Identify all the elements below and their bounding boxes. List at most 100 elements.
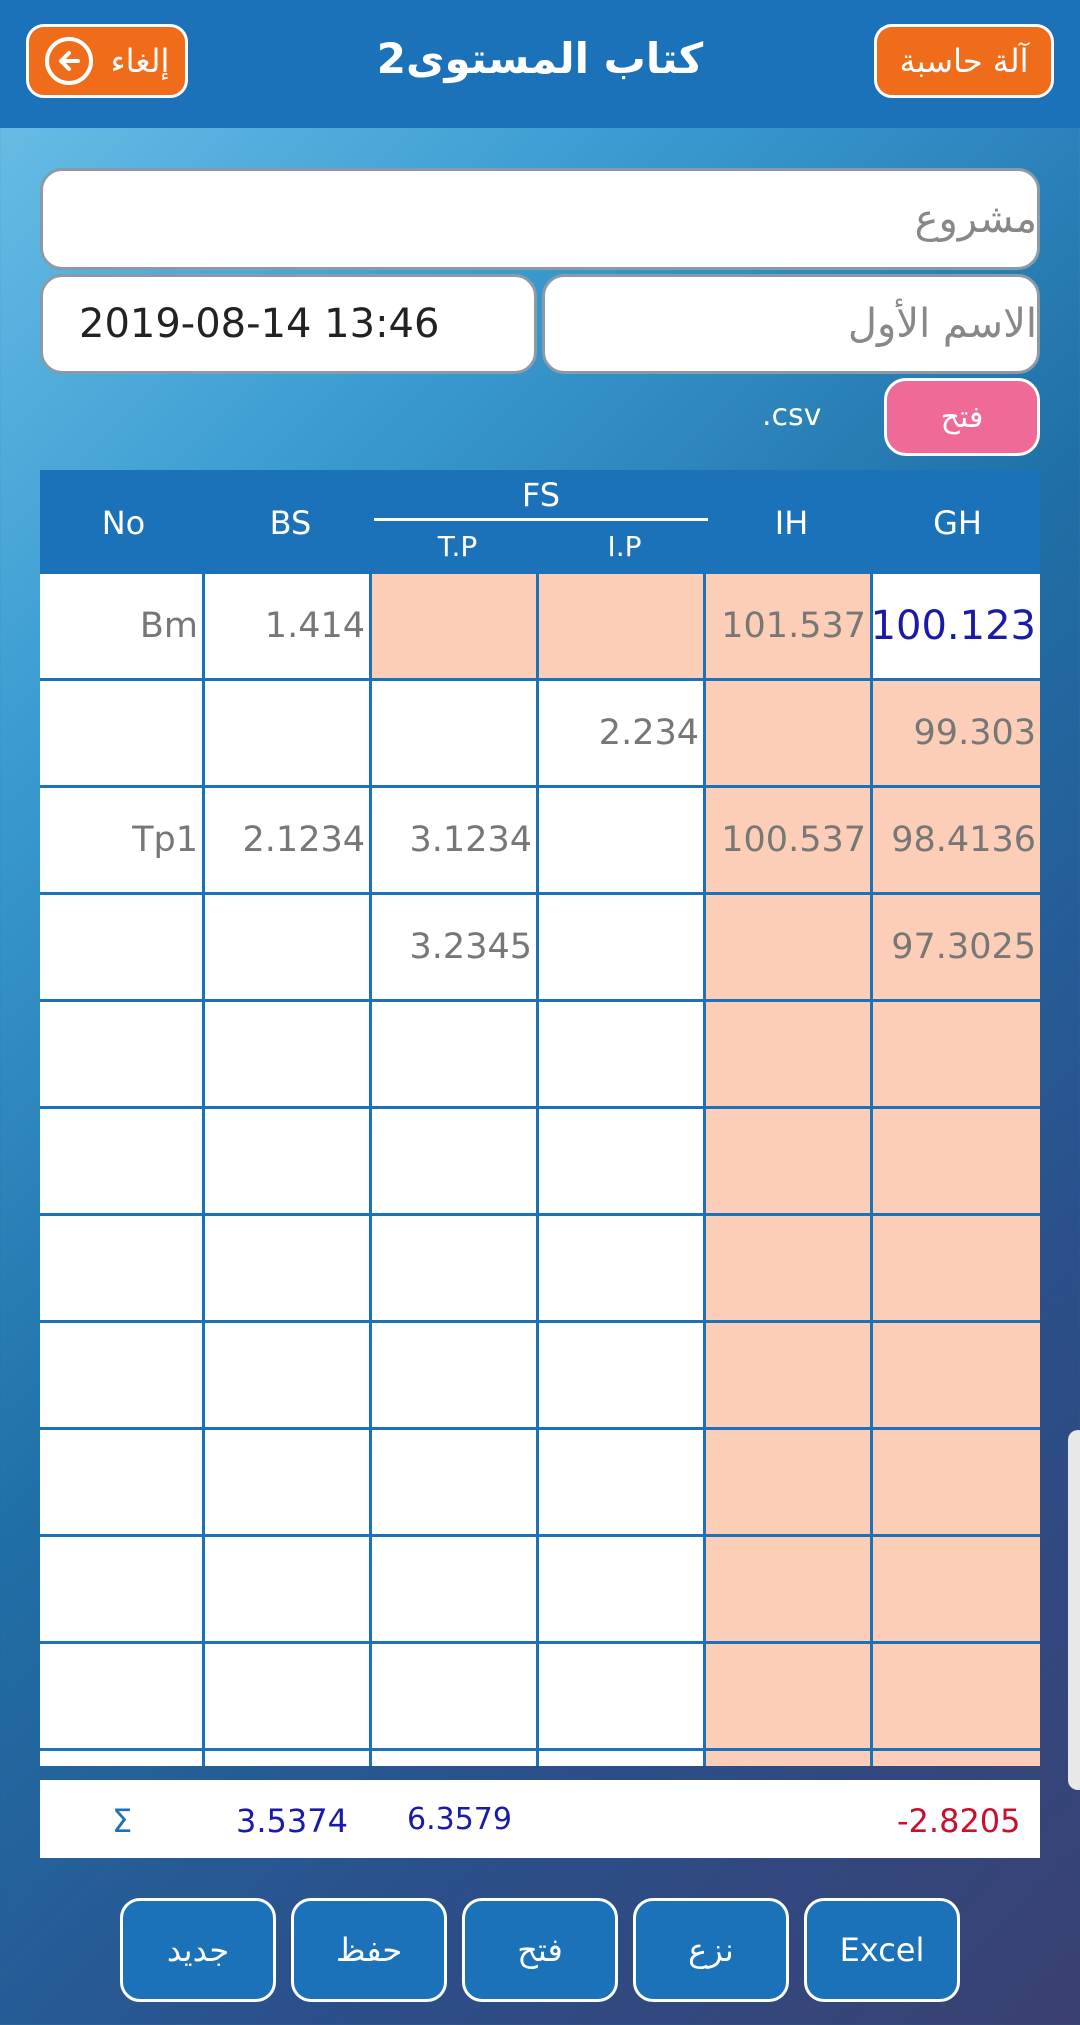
table-row: 3.2345 97.3025: [40, 895, 1040, 1002]
sigma-symbol: Σ: [112, 1802, 133, 1840]
cancel-label: إلغاء: [110, 42, 170, 80]
cell-ih[interactable]: [706, 1751, 873, 1766]
cell-tp[interactable]: 3.1234: [372, 788, 539, 895]
cell-ip[interactable]: [539, 574, 706, 681]
fs-divider: [374, 518, 708, 521]
table-header: No BS FS T.P I.P IH GH: [40, 470, 1040, 574]
cell-ip[interactable]: 2.234: [539, 681, 706, 788]
header-gh: GH: [933, 504, 982, 542]
cell-gh[interactable]: [873, 1430, 1040, 1537]
cell-tp[interactable]: [372, 1751, 539, 1766]
cell-bs[interactable]: [205, 1430, 372, 1537]
cell-tp[interactable]: [372, 1109, 539, 1216]
cell-ih[interactable]: [706, 1430, 873, 1537]
cell-bs[interactable]: [205, 1537, 372, 1644]
cell-bs[interactable]: 1.414: [205, 574, 372, 681]
cell-no[interactable]: [40, 1109, 205, 1216]
cell-ih[interactable]: [706, 1109, 873, 1216]
cell-ip[interactable]: [539, 1002, 706, 1109]
cell-ih[interactable]: [706, 1216, 873, 1323]
cell-bs[interactable]: 2.1234: [205, 788, 372, 895]
table-row: 2.234 99.303: [40, 681, 1040, 788]
datetime-value: 2019-08-14 13:46: [79, 301, 440, 347]
cell-gh[interactable]: [873, 1751, 1040, 1766]
cell-no[interactable]: [40, 1537, 205, 1644]
cell-bs[interactable]: [205, 1644, 372, 1751]
cell-tp[interactable]: [372, 1537, 539, 1644]
cell-no[interactable]: [40, 1430, 205, 1537]
cell-gh[interactable]: [873, 1216, 1040, 1323]
table-row: [40, 1002, 1040, 1109]
cell-no[interactable]: [40, 1323, 205, 1430]
cell-bs[interactable]: [205, 1002, 372, 1109]
cell-gh[interactable]: [873, 1109, 1040, 1216]
cell-gh[interactable]: [873, 1002, 1040, 1109]
cell-no[interactable]: [40, 681, 205, 788]
cell-gh[interactable]: 99.303: [873, 681, 1040, 788]
cell-ih[interactable]: [706, 895, 873, 1002]
csv-label: .csv: [762, 398, 822, 433]
cell-ip[interactable]: [539, 1537, 706, 1644]
open-button[interactable]: فتح: [462, 1898, 618, 2002]
cell-no[interactable]: [40, 895, 205, 1002]
cancel-button[interactable]: إلغاء: [26, 24, 188, 98]
table-row: [40, 1323, 1040, 1430]
save-button[interactable]: حفظ: [291, 1898, 447, 2002]
project-placeholder: مشروع: [914, 196, 1037, 242]
cell-ip[interactable]: [539, 1430, 706, 1537]
cell-no[interactable]: Bm: [40, 574, 205, 681]
cell-tp[interactable]: [372, 1323, 539, 1430]
calculator-button[interactable]: آلة حاسبة: [874, 24, 1054, 98]
excel-button[interactable]: Excel: [804, 1898, 960, 2002]
cell-ip[interactable]: [539, 1751, 706, 1766]
cell-gh[interactable]: 100.123: [871, 574, 1040, 681]
header-no: No: [101, 504, 146, 542]
cell-ip[interactable]: [539, 788, 706, 895]
tp-total: 6.3579: [407, 1802, 512, 1837]
cell-tp[interactable]: [372, 1002, 539, 1109]
cell-ih[interactable]: [706, 681, 873, 788]
table-body: Bm 1.414 101.537 100.123 2.234 99.303 Tp1 2.123…: [40, 574, 1040, 1766]
first-name-input[interactable]: الاسم الأول: [542, 274, 1040, 374]
cell-ip[interactable]: [539, 1109, 706, 1216]
cell-no[interactable]: Tp1: [40, 788, 205, 895]
cell-gh[interactable]: [873, 1537, 1040, 1644]
open-file-button[interactable]: فتح: [884, 378, 1040, 456]
cell-no[interactable]: [40, 1751, 205, 1766]
cell-ih[interactable]: [706, 1002, 873, 1109]
cell-ih[interactable]: 101.537: [706, 574, 873, 681]
cell-ih[interactable]: 100.537: [706, 788, 873, 895]
cell-tp[interactable]: [372, 1216, 539, 1323]
cell-tp[interactable]: 3.2345: [372, 895, 539, 1002]
cell-gh[interactable]: [873, 1644, 1040, 1751]
datetime-field[interactable]: 2019-08-14 13:46: [40, 274, 537, 374]
scrollbar-handle[interactable]: [1068, 1430, 1080, 1790]
cell-tp[interactable]: [372, 574, 539, 681]
cell-ip[interactable]: [539, 1644, 706, 1751]
cell-gh[interactable]: 97.3025: [873, 895, 1040, 1002]
cell-ih[interactable]: [706, 1537, 873, 1644]
cell-tp[interactable]: [372, 681, 539, 788]
cell-bs[interactable]: [205, 1216, 372, 1323]
cell-bs[interactable]: [205, 681, 372, 788]
delete-button[interactable]: نزع: [633, 1898, 789, 2002]
cell-tp[interactable]: [372, 1644, 539, 1751]
cell-ih[interactable]: [706, 1644, 873, 1751]
new-button[interactable]: جديد: [120, 1898, 276, 2002]
cell-no[interactable]: [40, 1644, 205, 1751]
cell-ip[interactable]: [539, 1323, 706, 1430]
cell-ip[interactable]: [539, 1216, 706, 1323]
cell-tp[interactable]: [372, 1430, 539, 1537]
cell-ih[interactable]: [706, 1323, 873, 1430]
cell-bs[interactable]: [205, 1109, 372, 1216]
cell-bs[interactable]: [205, 1751, 372, 1766]
project-input[interactable]: مشروع: [40, 168, 1040, 270]
cell-bs[interactable]: [205, 895, 372, 1002]
cell-ip[interactable]: [539, 895, 706, 1002]
cell-no[interactable]: [40, 1216, 205, 1323]
table-row: [40, 1537, 1040, 1644]
cell-gh[interactable]: 98.4136: [873, 788, 1040, 895]
cell-bs[interactable]: [205, 1323, 372, 1430]
cell-no[interactable]: [40, 1002, 205, 1109]
cell-gh[interactable]: [873, 1323, 1040, 1430]
